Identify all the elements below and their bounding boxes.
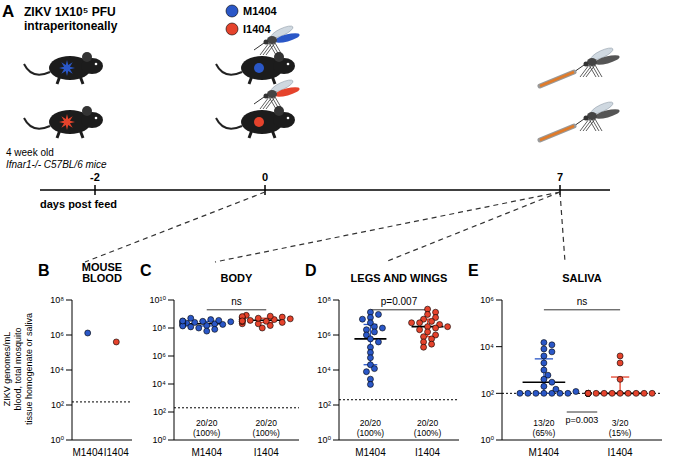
svg-text:20/20: 20/20 [256,418,278,428]
svg-text:10⁴: 10⁴ [317,365,331,375]
svg-text:(100%): (100%) [414,428,442,438]
html-text:BODY: BODY [220,272,253,284]
svg-text:ZIKV genomes/mL: ZIKV genomes/mL [2,332,12,407]
svg-text:10⁴: 10⁴ [50,365,64,375]
svg-text:10⁶: 10⁶ [480,295,494,305]
html-text:LEGS AND WINGS: LEGS AND WINGS [350,272,448,284]
html-text:SALIVA: SALIVA [562,272,602,284]
svg-text:10⁸: 10⁸ [317,295,331,305]
svg-text:10¹⁰: 10¹⁰ [149,295,166,305]
svg-text:M1404: M1404 [191,447,222,458]
svg-text:M1404: M1404 [355,447,386,458]
svg-text:p=0.003: p=0.003 [566,415,599,425]
svg-text:10⁴: 10⁴ [480,342,494,352]
svg-text:4 week old: 4 week old [6,147,54,158]
svg-text:M1404: M1404 [529,447,560,458]
svg-text:10⁰: 10⁰ [50,435,64,445]
svg-text:A: A [2,2,14,21]
svg-text:10²: 10² [481,389,494,399]
svg-text:I1404: I1404 [243,23,271,35]
svg-text:I1404: I1404 [254,447,279,458]
svg-text:(100%): (100%) [357,428,385,438]
svg-text:ZIKV 1X10⁵ PFU: ZIKV 1X10⁵ PFU [24,5,116,19]
svg-text:ns: ns [577,296,588,307]
svg-text:tissue homogenate or saliva: tissue homogenate or saliva [24,313,34,425]
svg-text:20/20: 20/20 [196,418,218,428]
html-text:D: D [305,262,317,279]
svg-text:20/20: 20/20 [360,418,382,428]
html-text:MOUSE BLOOD: MOUSE BLOOD [81,261,123,284]
svg-text:10⁶: 10⁶ [152,351,166,361]
svg-text:blood, total mosquito: blood, total mosquito [13,327,23,410]
svg-text:10²: 10² [153,407,166,417]
svg-text:I1404: I1404 [104,447,129,458]
svg-text:ns: ns [231,296,242,307]
svg-text:10²: 10² [51,400,64,410]
svg-text:Ifnar1-/- C57BL/6 mice: Ifnar1-/- C57BL/6 mice [6,159,107,170]
html-text:C: C [140,262,152,279]
svg-text:10⁸: 10⁸ [152,323,166,333]
svg-text:I1404: I1404 [608,447,633,458]
svg-text:I1404: I1404 [415,447,440,458]
svg-text:days post feed: days post feed [40,198,117,210]
svg-text:0: 0 [262,171,268,183]
svg-text:(65%): (65%) [533,428,556,438]
svg-text:13/20: 13/20 [533,418,555,428]
svg-text:10⁰: 10⁰ [480,435,494,445]
svg-text:10²: 10² [318,400,331,410]
svg-text:p=0.007: p=0.007 [381,296,418,307]
svg-text:10⁴: 10⁴ [152,379,166,389]
html-text:B: B [38,262,50,279]
svg-text:10⁸: 10⁸ [50,295,64,305]
svg-text:7: 7 [557,171,563,183]
svg-text:10⁰: 10⁰ [152,435,166,445]
html-text:E: E [468,262,479,279]
svg-text:(100%): (100%) [193,428,221,438]
svg-text:M1404: M1404 [243,5,278,17]
svg-text:(100%): (100%) [253,428,281,438]
svg-text:M1404: M1404 [72,447,103,458]
svg-text:intraperitoneally: intraperitoneally [24,19,118,33]
svg-text:-2: -2 [90,171,100,183]
svg-text:10⁶: 10⁶ [317,330,331,340]
svg-text:10⁶: 10⁶ [50,330,64,340]
svg-text:(15%): (15%) [609,428,632,438]
svg-text:20/20: 20/20 [417,418,439,428]
svg-text:3/20: 3/20 [612,418,629,428]
svg-text:10⁰: 10⁰ [317,435,331,445]
